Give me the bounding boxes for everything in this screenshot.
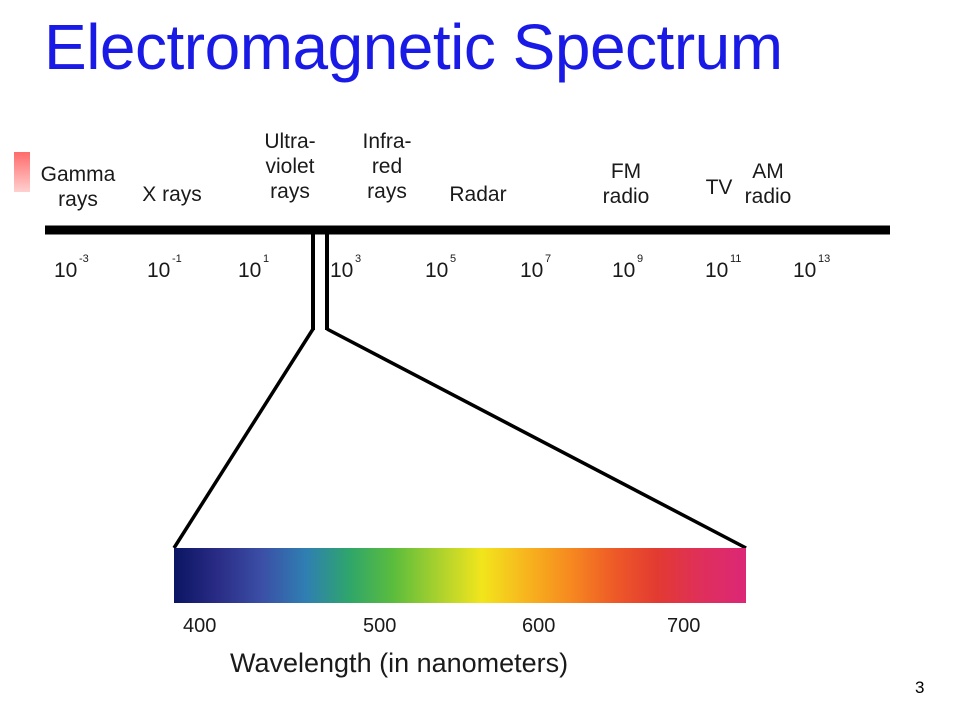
band-label: Gamma rays <box>41 163 116 211</box>
svg-text:9: 9 <box>637 253 643 265</box>
svg-text:13: 13 <box>818 253 830 265</box>
zoom-lines <box>172 327 747 550</box>
scale-label: 10 11 <box>705 253 741 282</box>
slide-title: Electromagnetic Spectrum <box>44 11 783 83</box>
svg-text:-3: -3 <box>79 253 89 265</box>
scale-label: 10 -1 <box>147 253 182 282</box>
visible-spectrum-bar <box>174 548 746 603</box>
wavelength-tick: 600 <box>522 615 555 637</box>
scale-labels: 10 -3 10 -1 10 1 10 3 10 5 10 7 10 9 10 11 10 13 <box>54 253 830 282</box>
svg-text:10: 10 <box>147 259 170 282</box>
band-label: FM radio <box>603 160 650 208</box>
scale-label: 10 5 <box>425 253 456 282</box>
wavelength-tick: 500 <box>363 615 396 637</box>
band-labels: Gamma rays X rays Ultra-violet rays Infra-red… <box>41 130 792 211</box>
svg-text:-1: -1 <box>172 253 182 265</box>
visible-window-marker <box>311 234 329 330</box>
svg-text:10: 10 <box>520 259 543 282</box>
band-label: Ultra-violet rays <box>264 130 315 203</box>
svg-text:10: 10 <box>612 259 635 282</box>
svg-text:10: 10 <box>330 259 353 282</box>
scale-label: 10 3 <box>330 253 361 282</box>
scale-label: 10 7 <box>520 253 551 282</box>
svg-text:10: 10 <box>425 259 448 282</box>
svg-text:1: 1 <box>263 253 269 265</box>
band-label: TV <box>706 176 733 199</box>
band-label: Infra-red rays <box>362 130 411 203</box>
band-label: AM radio <box>745 160 792 208</box>
svg-text:5: 5 <box>450 253 456 265</box>
wavelength-tick: 700 <box>667 615 700 637</box>
scale-label: 10 13 <box>793 253 830 282</box>
slide-number: 3 <box>915 678 925 697</box>
svg-text:10: 10 <box>54 259 77 282</box>
scale-label: 10 1 <box>238 253 269 282</box>
scale-label: 10 9 <box>612 253 643 282</box>
visible-ticks: 400 500 600 700 <box>183 615 700 637</box>
band-label: Radar <box>449 183 506 206</box>
svg-text:10: 10 <box>793 259 816 282</box>
svg-text:7: 7 <box>545 253 551 265</box>
band-label: X rays <box>142 183 202 206</box>
bullet-mark <box>14 152 30 192</box>
wavelength-tick: 400 <box>183 615 216 637</box>
svg-text:11: 11 <box>730 253 741 265</box>
scale-label: 10 -3 <box>54 253 89 282</box>
svg-text:3: 3 <box>355 253 361 265</box>
svg-text:10: 10 <box>705 259 728 282</box>
wavelength-axis-title: Wavelength (in nanometers) <box>230 648 568 678</box>
svg-text:10: 10 <box>238 259 261 282</box>
